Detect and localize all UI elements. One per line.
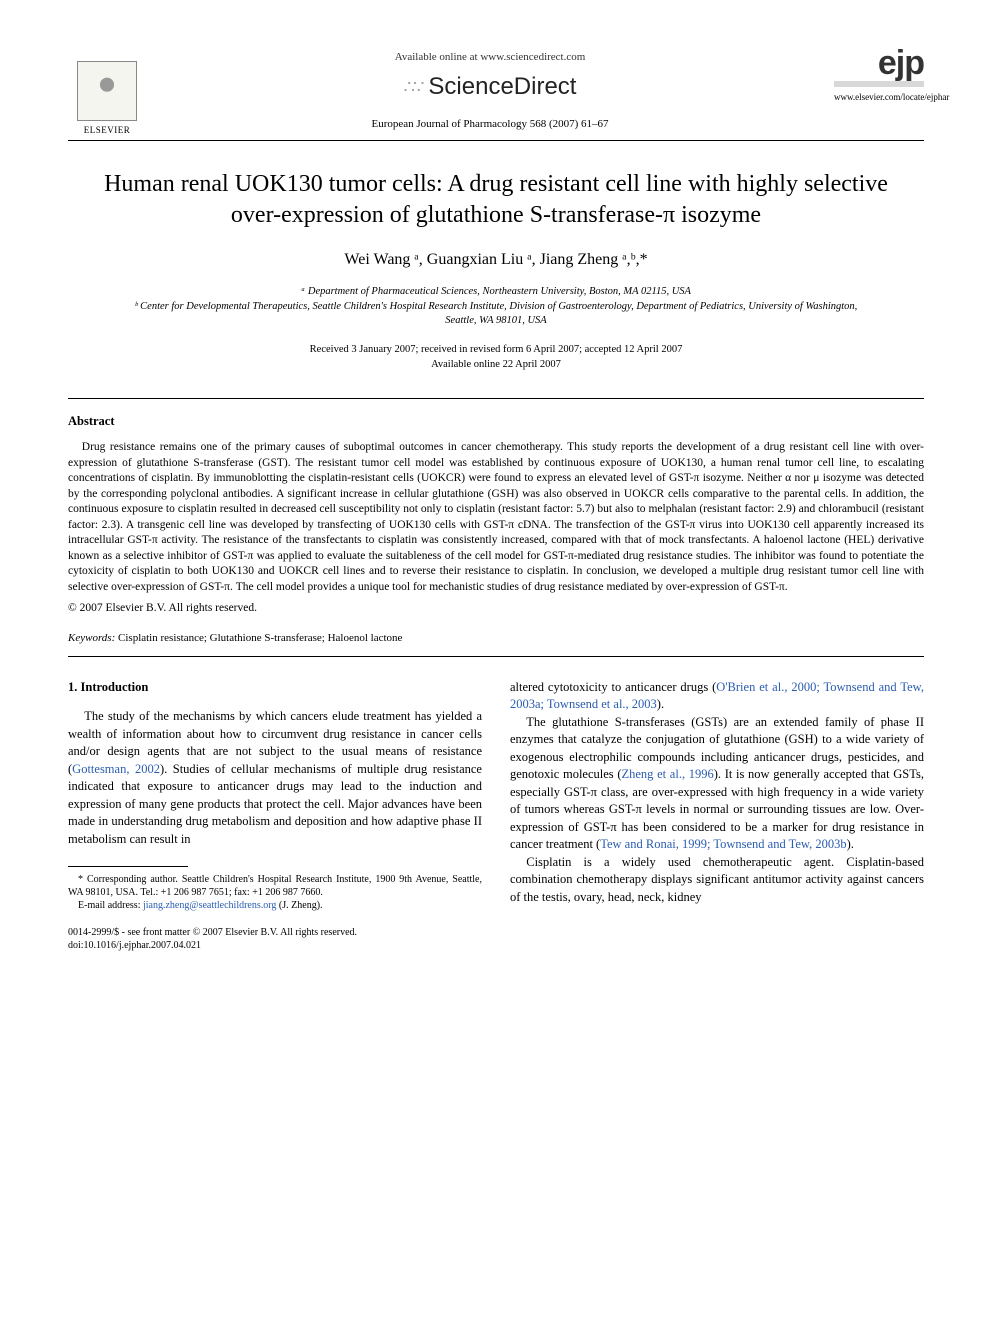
intro-text: ). [657,697,664,711]
available-online-text: Available online at www.sciencedirect.co… [146,50,834,65]
bottom-meta: 0014-2999/$ - see front matter © 2007 El… [68,926,482,952]
keywords-value: Cisplatin resistance; Glutathione S-tran… [118,632,402,644]
intro-para-1: The study of the mechanisms by which can… [68,708,482,848]
body-columns: 1. Introduction The study of the mechani… [68,679,924,953]
ejp-logo: ejp [834,48,924,79]
intro-para-1-cont: altered cytotoxicity to anticancer drugs… [510,679,924,714]
sciencedirect-dots-icon: ∴∵ [404,83,423,92]
affiliation-a: ᵃ Department of Pharmaceutical Sciences,… [118,285,874,300]
sciencedirect-logo: ∴∵ ScienceDirect [146,71,834,103]
intro-text: ). [847,837,854,851]
keywords-label: Keywords: [68,632,115,644]
locate-url: www.elsevier.com/locate/ejphar [834,91,924,103]
authors: Wei Wang ᵃ, Guangxian Liu ᵃ, Jiang Zheng… [68,249,924,271]
abstract-heading: Abstract [68,413,924,430]
affiliations: ᵃ Department of Pharmaceutical Sciences,… [118,285,874,329]
citation-link[interactable]: Tew and Ronai, 1999; Townsend and Tew, 2… [600,837,846,851]
email-label: E-mail address: [78,900,140,911]
email-link[interactable]: jiang.zheng@seattlechildrens.org [143,900,276,911]
abstract-bottom-rule [68,656,924,657]
email-person: (J. Zheng). [279,900,323,911]
journal-reference: European Journal of Pharmacology 568 (20… [146,117,834,132]
elsevier-tree-icon [77,61,137,121]
abstract-body: Drug resistance remains one of the prima… [68,440,924,595]
column-right: altered cytotoxicity to anticancer drugs… [510,679,924,953]
corresponding-author: * Corresponding author. Seattle Children… [68,873,482,899]
intro-text: altered cytotoxicity to anticancer drugs… [510,680,716,694]
citation-link[interactable]: Gottesman, 2002 [72,762,160,776]
journal-logo-block: ejp www.elsevier.com/locate/ejphar [834,48,924,103]
abstract-text: Drug resistance remains one of the prima… [68,440,924,595]
header-center: Available online at www.sciencedirect.co… [146,48,834,132]
article-title-text: Human renal UOK130 tumor cells: A drug r… [104,171,888,228]
corresponding-footnote: * Corresponding author. Seattle Children… [68,873,482,912]
elsevier-logo: ELSEVIER [68,48,146,136]
column-left: 1. Introduction The study of the mechani… [68,679,482,953]
intro-para-2: The glutathione S-transferases (GSTs) ar… [510,714,924,854]
email-line: E-mail address: jiang.zheng@seattlechild… [68,899,482,912]
keywords-line: Keywords: Cisplatin resistance; Glutathi… [68,631,924,646]
elsevier-label: ELSEVIER [84,124,131,136]
abstract-top-rule [68,398,924,399]
citation-link[interactable]: Zheng et al., 1996 [622,767,714,781]
article-dates: Received 3 January 2007; received in rev… [68,343,924,372]
doi-line: doi:10.1016/j.ejphar.2007.04.021 [68,939,482,952]
issn-line: 0014-2999/$ - see front matter © 2007 El… [68,926,482,939]
introduction-heading: 1. Introduction [68,679,482,697]
header-rule [68,140,924,141]
affiliation-b: ᵇ Center for Developmental Therapeutics,… [118,300,874,329]
received-date: Received 3 January 2007; received in rev… [68,343,924,358]
sciencedirect-wordmark: ScienceDirect [428,71,576,103]
page-header: ELSEVIER Available online at www.science… [68,48,924,136]
intro-para-3: Cisplatin is a widely used chemotherapeu… [510,854,924,907]
abstract-copyright: © 2007 Elsevier B.V. All rights reserved… [68,601,924,617]
article-title: Human renal UOK130 tumor cells: A drug r… [98,169,894,231]
footnote-rule [68,866,188,867]
online-date: Available online 22 April 2007 [68,358,924,373]
